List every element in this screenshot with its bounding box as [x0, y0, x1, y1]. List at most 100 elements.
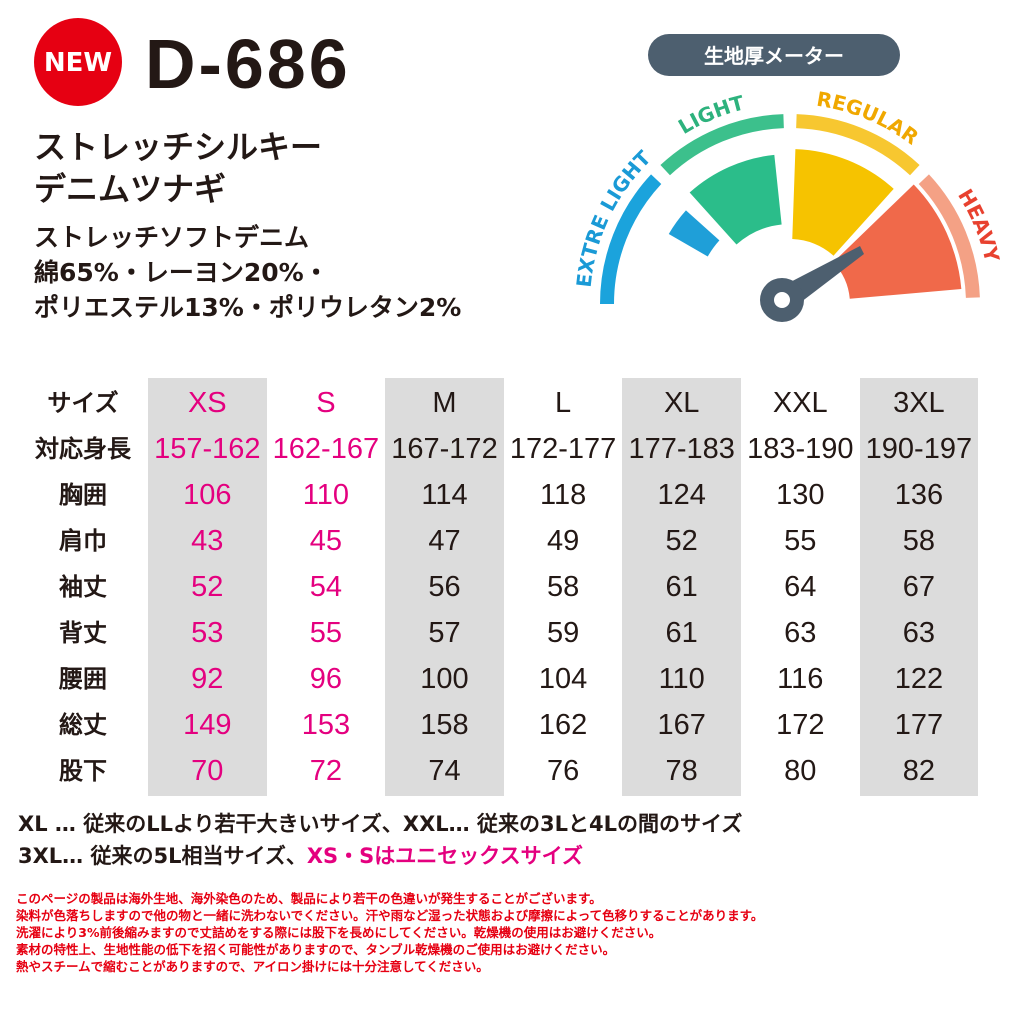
- table-cell: 190-197: [865, 433, 973, 465]
- caution-line: このページの製品は海外生地、海外染色のため、製品により若干の色違いが発生すること…: [16, 891, 602, 906]
- caution-line: 洗濯により3%前後縮みますので丈詰めをする際には股下を長めにしてください。乾燥機…: [16, 925, 662, 940]
- product-name: ストレッチシルキー デニムツナギ: [34, 126, 322, 210]
- table-cell: 177-183: [628, 433, 735, 465]
- row-label: 総丈: [59, 711, 107, 739]
- table-cell: 122: [894, 663, 944, 695]
- size-note: 3XL… 従来の5L相当サイズ、XS・Sはユニセックスサイズ: [18, 840, 583, 870]
- table-cell: 162-167: [272, 433, 380, 465]
- column-shade: [622, 378, 741, 796]
- meter-band: [660, 114, 784, 176]
- table-cell: 80: [784, 755, 817, 787]
- row-label: 腰囲: [59, 665, 107, 693]
- table-cell: 114: [421, 479, 468, 511]
- row-label: サイズ: [47, 389, 119, 417]
- table-cell: 130: [776, 479, 825, 511]
- size-note: XL … 従来のLLより若干大きいサイズ、XXL… 従来の3Lと4Lの間のサイズ: [18, 812, 743, 836]
- table-cell: 43: [191, 525, 224, 557]
- needle-hub-center: [774, 292, 790, 308]
- table-cell: 58: [902, 525, 936, 557]
- row-label: 対応身長: [35, 435, 131, 463]
- table-cell: 78: [665, 755, 698, 787]
- table-cell: 63: [784, 617, 817, 649]
- table-cell: 158: [420, 709, 469, 741]
- table-cell: 45: [309, 525, 343, 557]
- table-cell: 82: [902, 755, 936, 787]
- size-header: 3XL: [893, 387, 945, 419]
- row-label: 股下: [59, 757, 107, 785]
- size-header: S: [316, 387, 336, 419]
- table-cell: 162: [538, 709, 588, 741]
- table-cell: 124: [657, 479, 706, 511]
- table-cell: 157-162: [154, 433, 261, 465]
- row-label: 肩巾: [59, 527, 107, 555]
- size-header: L: [555, 387, 572, 419]
- table-cell: 172: [776, 709, 825, 741]
- name-line: デニムツナギ: [34, 170, 227, 208]
- table-cell: 74: [428, 755, 461, 787]
- row-label: 袖丈: [59, 573, 107, 601]
- table-cell: 118: [539, 479, 587, 511]
- table-cell: 47: [428, 525, 461, 557]
- size-header: XL: [663, 387, 700, 419]
- material-line: 綿65%・レーヨン20%・: [34, 258, 329, 287]
- table-cell: 136: [894, 479, 944, 511]
- table-cell: 106: [183, 479, 232, 511]
- table-cell: 96: [309, 663, 343, 695]
- table-cell: 67: [902, 571, 936, 603]
- material-line: ポリエステル13%・ポリウレタン2%: [34, 293, 462, 322]
- table-cell: 63: [902, 617, 936, 649]
- model-number: D-686: [145, 25, 351, 103]
- table-cell: 64: [784, 571, 817, 603]
- meter-title: 生地厚メーター: [704, 44, 844, 68]
- table-cell: 72: [309, 755, 343, 787]
- name-line: ストレッチシルキー: [34, 128, 323, 166]
- size-table: サイズ XS S M L XL XXL 3XL 対応身長 157-162 162-167 167-17…: [35, 378, 979, 796]
- table-cell: 58: [546, 571, 580, 603]
- table-cell: 55: [784, 525, 817, 557]
- row-label: 背丈: [59, 619, 107, 647]
- size-header: XS: [187, 387, 227, 419]
- table-cell: 53: [191, 617, 224, 649]
- table-cell: 59: [546, 617, 580, 649]
- table-cell: 76: [546, 755, 580, 787]
- caution-line: 素材の特性上、生地性能の低下を招く可能性がありますので、タンブル乾燥機のご使用は…: [16, 942, 616, 957]
- table-cell: 177: [894, 709, 944, 741]
- material: ストレッチソフトデニム 綿65%・レーヨン20%・ ポリエステル13%・ポリウレ…: [34, 220, 461, 325]
- table-cell: 104: [538, 663, 588, 695]
- column-shade: [148, 378, 267, 796]
- meter-wedge: [833, 184, 962, 299]
- table-cell: 110: [302, 479, 349, 511]
- meter-band: [796, 114, 920, 176]
- material-line: ストレッチソフトデニム: [34, 223, 310, 252]
- new-badge: NEW: [34, 18, 122, 106]
- table-cell: 52: [191, 571, 224, 603]
- table-cell: 116: [777, 663, 824, 695]
- meter-band: [600, 174, 662, 304]
- table-cell: 55: [309, 617, 343, 649]
- table-cell: 172-177: [509, 433, 617, 465]
- table-cell: 110: [658, 663, 705, 695]
- table-cell: 61: [665, 617, 698, 649]
- table-cell: 183-190: [747, 433, 854, 465]
- table-cell: 49: [546, 525, 580, 557]
- caution-line: 染料が色落ちしますので他の物と一緒に洗わないでください。汗や雨など湿った状態およ…: [16, 908, 764, 923]
- size-header: M: [432, 387, 457, 419]
- table-cell: 70: [191, 755, 224, 787]
- size-note-part: 3XL… 従来の5L相当サイズ、: [18, 844, 307, 868]
- unisex-note: XS・Sはユニセックスサイズ: [306, 844, 584, 868]
- meter-wedge: [668, 210, 720, 257]
- table-cell: 92: [191, 663, 224, 695]
- table-cell: 54: [309, 571, 343, 603]
- table-cell: 52: [665, 525, 698, 557]
- column-shade: [385, 378, 504, 796]
- badge-text: NEW: [44, 48, 112, 78]
- table-cell: 56: [428, 571, 461, 603]
- size-header: XXL: [772, 387, 828, 419]
- table-cell: 61: [665, 571, 698, 603]
- table-cell: 57: [428, 617, 461, 649]
- table-cell: 149: [183, 709, 232, 741]
- table-cell: 100: [420, 663, 469, 695]
- meter-wedge: [689, 154, 782, 245]
